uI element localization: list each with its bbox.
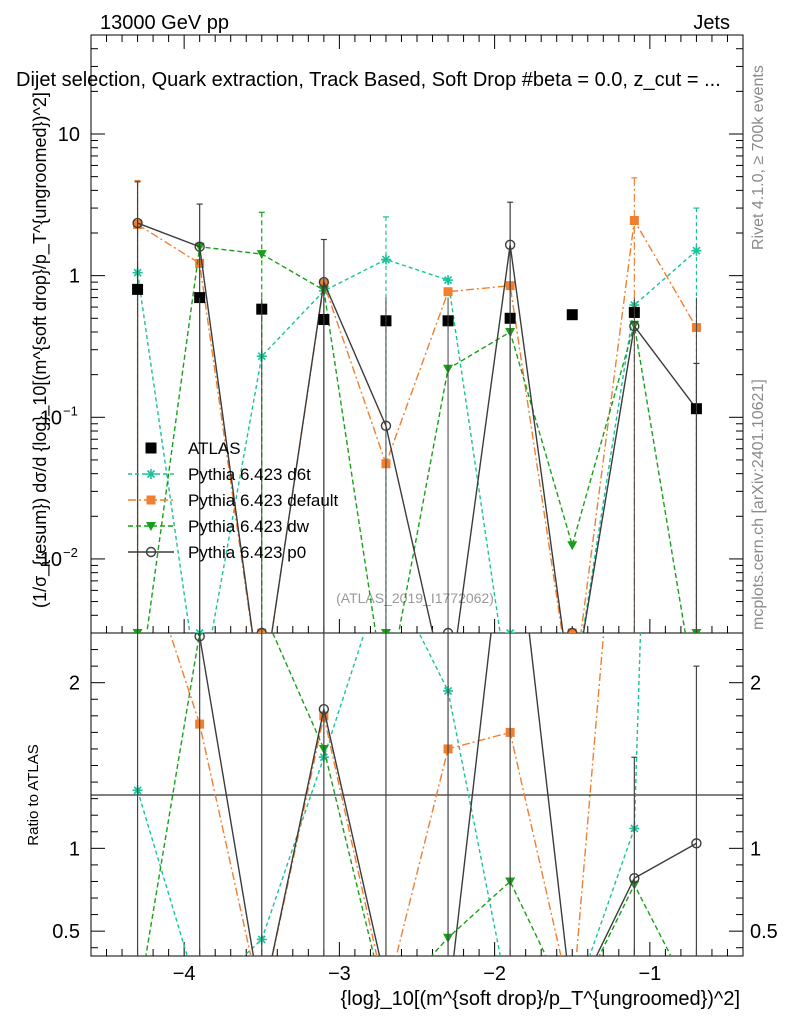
ratio-y-tick-label: 1	[69, 838, 80, 860]
ratio-line-default	[169, 633, 605, 956]
point-p0	[318, 276, 330, 288]
legend-label-p0: Pythia 6.423 p0	[188, 543, 306, 562]
ratio-series-layer	[132, 633, 702, 956]
point-ATLAS	[566, 309, 578, 321]
analysis-watermark: (ATLAS_2019_I1772062)	[336, 590, 494, 606]
point-d6t	[380, 254, 391, 265]
main-y-tick-exponent: −1	[63, 403, 78, 418]
x-tick-label: −1	[638, 963, 661, 985]
point-default	[629, 216, 639, 226]
series-line-dw	[146, 245, 686, 633]
main-y-tick-label: 10	[58, 124, 80, 146]
x-tick-label: −4	[173, 963, 196, 985]
point-p0	[504, 239, 516, 251]
legend-marker-ATLAS	[145, 442, 157, 454]
ratio-y-tick-label-right: 1	[750, 838, 761, 860]
point-p0	[132, 217, 143, 229]
legend-marker-p0	[145, 546, 157, 558]
legend-marker-default	[146, 495, 156, 505]
y-axis-title: (1/σ_{resum}) dσ/d {log}_10[(m^{soft dro…	[30, 92, 51, 608]
ratio-y-tick-label: 0.5	[52, 921, 80, 943]
rivet-label: Rivet 4.1.0, ≥ 700k events	[750, 65, 767, 250]
point-dw	[567, 541, 578, 551]
main-y-tick-exponent: −2	[63, 545, 78, 560]
ratio-axis-title: Ratio to ATLAS	[25, 744, 42, 845]
process-label: Jets	[693, 12, 730, 34]
legend: ATLAS Pythia 6.423 d6t Pythia 6.423 defaul…	[128, 439, 339, 562]
series-line-default	[137, 218, 698, 633]
main-y-tick-label: 10	[40, 407, 62, 429]
collision-label: 13000 GeV pp	[100, 12, 229, 34]
legend-marker-dw	[146, 522, 156, 531]
mcplots-label: mcplots.cern.ch [arXiv:2401.10621]	[750, 379, 767, 630]
x-axis-title: {log}_10[(m^{soft drop}/p_T^{ungroomed})…	[340, 988, 740, 1010]
legend-label-ATLAS: ATLAS	[188, 439, 241, 458]
main-y-tick-label: 1	[69, 266, 80, 288]
legend-label-d6t: Pythia 6.423 d6t	[188, 465, 311, 484]
point-dw	[256, 250, 267, 260]
point-default	[443, 287, 453, 297]
legend-label-default: Pythia 6.423 default	[188, 491, 339, 510]
x-tick-label: −2	[483, 963, 506, 985]
point-d6t	[691, 245, 702, 256]
series-line-p0	[137, 222, 697, 633]
ratio-line-d6t	[136, 633, 642, 956]
point-p0	[567, 627, 578, 633]
point-p0	[194, 241, 205, 252]
series-line-d6t	[136, 250, 697, 633]
main-series-layer	[132, 177, 702, 633]
point-d6t	[443, 275, 454, 286]
ratio-y-ticks: 2 2 1 1 0.5 0.5	[52, 649, 778, 949]
x-ticks: −4 −3 −2 −1	[90, 35, 744, 985]
point-ATLAS	[132, 283, 144, 295]
x-tick-label: −3	[328, 963, 351, 985]
plot-subtitle: Dijet selection, Quark extraction, Track…	[16, 69, 721, 91]
point-default	[567, 628, 577, 633]
main-y-tick-label: 10	[40, 549, 62, 571]
legend-marker-d6t	[146, 469, 156, 479]
ratio-y-tick-label: 2	[69, 673, 80, 695]
ratio-line-p0	[196, 633, 697, 956]
ratio-line-dw	[145, 633, 672, 956]
legend-label-dw: Pythia 6.423 dw	[188, 517, 310, 536]
ratio-y-tick-label-right: 2	[750, 673, 761, 695]
ratio-y-tick-label-right: 0.5	[750, 921, 778, 943]
